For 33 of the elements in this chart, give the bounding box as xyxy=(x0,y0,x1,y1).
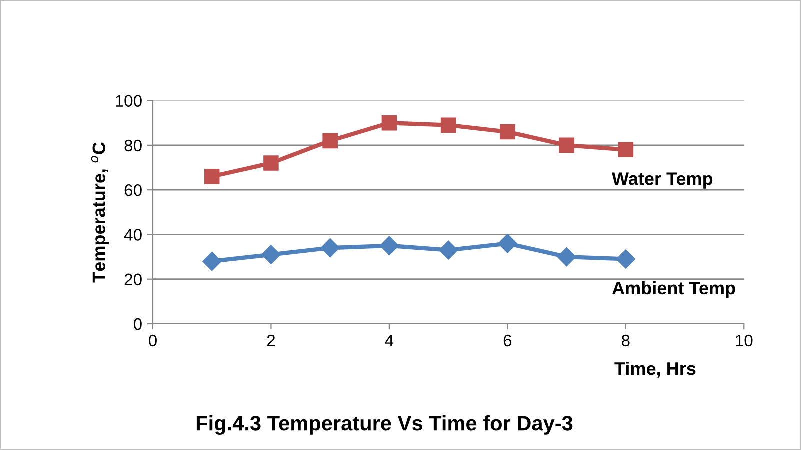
x-tick-label: 10 xyxy=(736,334,753,347)
point xyxy=(380,236,399,256)
y-tick-label: 0 xyxy=(134,318,142,330)
y-tick-label: 80 xyxy=(124,140,142,152)
point xyxy=(262,245,281,264)
y-tick-label: 40 xyxy=(124,229,142,241)
text: Fig.4.3 Temperature Vs Time for Day-3 xyxy=(196,415,573,436)
point xyxy=(382,115,398,131)
point xyxy=(616,250,636,269)
x-tick-label: 4 xyxy=(385,335,394,346)
point xyxy=(498,234,518,254)
x-tick-label: 8 xyxy=(622,334,630,347)
series-label: Water Temp xyxy=(612,172,713,189)
x-axis-title: Time, Hrs xyxy=(614,362,696,378)
point xyxy=(264,156,279,171)
point xyxy=(557,248,576,267)
point xyxy=(204,169,220,184)
y-axis-title: Temperature, $^{o}$C xyxy=(91,142,110,283)
point xyxy=(202,252,222,272)
point xyxy=(320,238,340,258)
x-tick-label: 2 xyxy=(267,334,276,346)
point xyxy=(559,138,574,154)
series-label: Ambient Temp xyxy=(612,281,736,298)
point xyxy=(439,240,458,260)
x-tick-label: 6 xyxy=(504,334,512,347)
y-tick-label: 20 xyxy=(124,274,142,286)
y-tick-label: 60 xyxy=(124,184,142,196)
point xyxy=(618,142,634,158)
y-tick-label: 100 xyxy=(116,95,142,108)
point xyxy=(500,124,516,140)
point xyxy=(440,118,456,133)
point xyxy=(322,133,338,149)
x-tick-label: 0 xyxy=(149,334,157,347)
